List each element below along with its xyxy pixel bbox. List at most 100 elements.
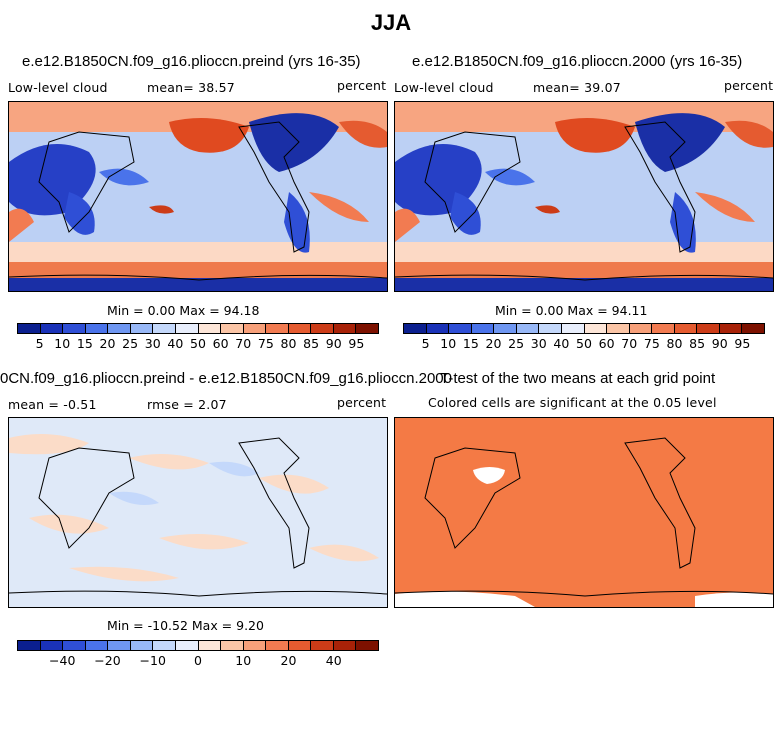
panel1-title: e.e12.B1850CN.f09_g16.plioccn.preind (yr… (22, 53, 361, 70)
panel2-variable-label: Low-level cloud (394, 80, 494, 95)
colorbar-swatch (108, 324, 131, 333)
colorbar-tick-label: 90 (711, 336, 728, 351)
figure-title: JJA (370, 10, 412, 35)
colorbar-swatch (539, 324, 562, 333)
colorbar-swatch (652, 324, 675, 333)
colorbar-tick-label: 5 (421, 336, 430, 351)
colorbar-swatch (697, 324, 720, 333)
colorbar-swatch (63, 324, 86, 333)
colorbar-tick-label: 30 (144, 336, 161, 351)
colorbar-tick-label: 90 (325, 336, 342, 351)
colorbar-swatch (221, 324, 244, 333)
colorbar-swatch (18, 324, 41, 333)
colorbar-tick-label: 95 (348, 336, 365, 351)
colorbar-tick-label: 50 (190, 336, 206, 351)
colorbar-tick-label: 40 (553, 336, 570, 351)
panel3-map (8, 417, 388, 608)
panel4-map (394, 417, 774, 608)
panel2-units-label: percent (724, 78, 774, 93)
panel1-mean-label: mean= 38.57 (147, 80, 235, 95)
colorbar-tick-label: 80 (280, 336, 297, 351)
colorbar-swatch (266, 641, 289, 650)
panel3-title: 0CN.f09_g16.plioccn.preind - e.e12.B1850… (0, 370, 452, 387)
colorbar-swatch (198, 641, 222, 650)
panel4-title: T-test of the two means at each grid poi… (440, 370, 716, 387)
panel2-colorbar-labels: 5 10 15 20 25 30 40 50 60 70 75 80 85 90 95 (403, 336, 765, 352)
panel2-map (394, 101, 774, 292)
colorbar-tick-label: −40 (49, 653, 76, 668)
colorbar-swatch (584, 324, 608, 333)
colorbar-tick-label: 70 (621, 336, 638, 351)
colorbar-swatch (221, 641, 244, 650)
colorbar-swatch (719, 324, 743, 333)
colorbar-swatch (471, 324, 495, 333)
colorbar-swatch (18, 641, 41, 650)
colorbar-tick-label: 10 (235, 653, 252, 668)
colorbar-swatch (629, 324, 653, 333)
panel1-units-label: percent (337, 78, 387, 93)
colorbar-swatch (288, 641, 312, 650)
colorbar-tick-label: 75 (257, 336, 274, 351)
colorbar-tick-label: 15 (76, 336, 93, 351)
panel2-minmax: Min = 0.00 Max = 94.11 (495, 303, 648, 318)
panel2-title: e.e12.B1850CN.f09_g16.plioccn.2000 (yrs … (412, 53, 743, 70)
colorbar-swatch (404, 324, 427, 333)
colorbar-swatch (198, 324, 222, 333)
colorbar-tick-label: 20 (280, 653, 297, 668)
panel2-mean-label: mean= 39.07 (533, 80, 621, 95)
panel3-mean-label: mean = -0.51 (8, 397, 97, 412)
colorbar-tick-label: 40 (325, 653, 342, 668)
colorbar-swatch (494, 324, 517, 333)
colorbar-swatch (40, 324, 64, 333)
panel1-colorbar (17, 323, 379, 334)
colorbar-swatch (153, 641, 176, 650)
panel4-subtitle: Colored cells are significant at the 0.0… (428, 395, 717, 410)
colorbar-swatch (516, 324, 540, 333)
colorbar-tick-label: 30 (530, 336, 547, 351)
colorbar-swatch (674, 324, 698, 333)
colorbar-swatch (266, 324, 289, 333)
colorbar-tick-label: 40 (167, 336, 184, 351)
colorbar-swatch (243, 324, 267, 333)
colorbar-swatch (356, 641, 378, 650)
colorbar-tick-label: 85 (303, 336, 320, 351)
colorbar-swatch (63, 641, 86, 650)
panel1-colorbar-labels: 5 10 15 20 25 30 40 50 60 70 75 80 85 90 95 (17, 336, 379, 352)
colorbar-tick-label: 95 (734, 336, 751, 351)
colorbar-tick-label: 50 (576, 336, 592, 351)
colorbar-tick-label: 25 (508, 336, 525, 351)
colorbar-swatch (175, 324, 199, 333)
colorbar-tick-label: 25 (122, 336, 139, 351)
colorbar-swatch (40, 641, 64, 650)
colorbar-tick-label: 15 (462, 336, 479, 351)
colorbar-swatch (85, 324, 109, 333)
colorbar-tick-label: 20 (485, 336, 502, 351)
colorbar-swatch (311, 324, 334, 333)
panel1-variable-label: Low-level cloud (8, 80, 108, 95)
colorbar-tick-label: 60 (212, 336, 229, 351)
colorbar-swatch (742, 324, 764, 333)
colorbar-swatch (311, 641, 334, 650)
colorbar-swatch (356, 324, 378, 333)
colorbar-swatch (153, 324, 176, 333)
colorbar-tick-label: 60 (598, 336, 615, 351)
colorbar-swatch (561, 324, 585, 333)
colorbar-tick-label: 75 (643, 336, 660, 351)
colorbar-tick-label: 70 (235, 336, 252, 351)
colorbar-swatch (449, 324, 472, 333)
colorbar-tick-label: 85 (689, 336, 706, 351)
colorbar-swatch (130, 641, 154, 650)
colorbar-swatch (426, 324, 450, 333)
panel3-minmax: Min = -10.52 Max = 9.20 (107, 618, 264, 633)
panel3-colorbar-labels: −40 −20 −10 0 10 20 40 (17, 653, 379, 669)
colorbar-tick-label: 10 (440, 336, 457, 351)
colorbar-swatch (333, 641, 357, 650)
colorbar-tick-label: −20 (94, 653, 121, 668)
panel1-minmax: Min = 0.00 Max = 94.18 (107, 303, 260, 318)
colorbar-swatch (288, 324, 312, 333)
panel3-rmse-label: rmse = 2.07 (147, 397, 227, 412)
colorbar-tick-label: 5 (35, 336, 44, 351)
panel3-units-label: percent (337, 395, 387, 410)
panel2-colorbar (403, 323, 765, 334)
colorbar-tick-label: 10 (54, 336, 71, 351)
